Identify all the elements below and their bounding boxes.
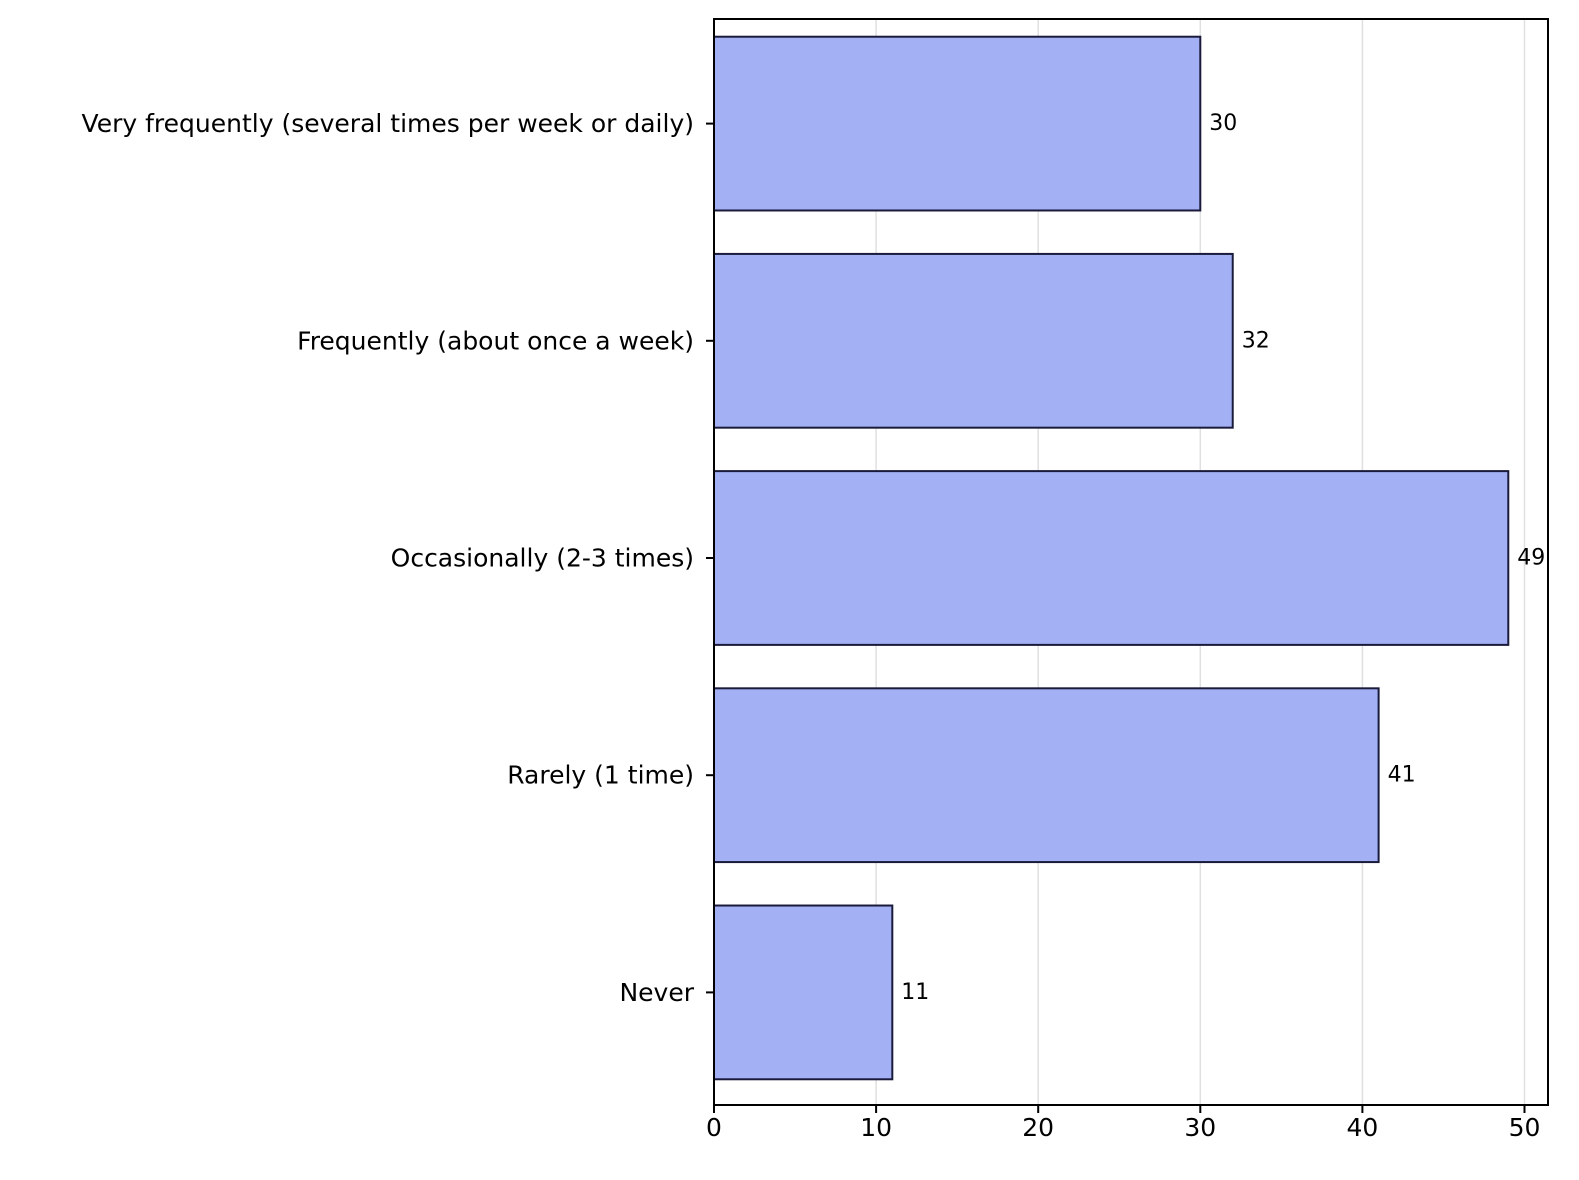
x-tick-label-1: 10	[860, 1113, 892, 1142]
x-tick-label-4: 40	[1346, 1113, 1378, 1142]
bar-2	[713, 470, 1510, 646]
labels: 30 Very frequently (several times per wee…	[82, 109, 1546, 1142]
category-label-1: Frequently (about once a week)	[297, 326, 694, 355]
value-label-3: 41	[1388, 763, 1416, 788]
category-label-2: Occasionally (2-3 times)	[391, 544, 694, 573]
category-label-3: Rarely (1 time)	[507, 761, 694, 790]
category-label-4: Never	[619, 978, 694, 1007]
value-label-1: 32	[1242, 328, 1270, 353]
bar-1	[713, 252, 1234, 429]
bar-3	[713, 687, 1380, 864]
category-label-0: Very frequently (several times per week …	[82, 109, 694, 138]
x-tick-label-0: 0	[706, 1113, 722, 1142]
x-tick-label-5: 50	[1509, 1113, 1541, 1142]
bar-4	[713, 904, 894, 1081]
plot-frame	[713, 18, 1549, 1106]
value-label-2: 49	[1517, 546, 1545, 571]
value-label-4: 11	[901, 980, 929, 1005]
x-tick-label-3: 30	[1184, 1113, 1216, 1142]
x-tick-label-2: 20	[1022, 1113, 1054, 1142]
axes	[706, 18, 1549, 1113]
bar-0	[713, 35, 1202, 212]
value-label-0: 30	[1209, 111, 1237, 136]
bars	[713, 35, 1510, 1081]
